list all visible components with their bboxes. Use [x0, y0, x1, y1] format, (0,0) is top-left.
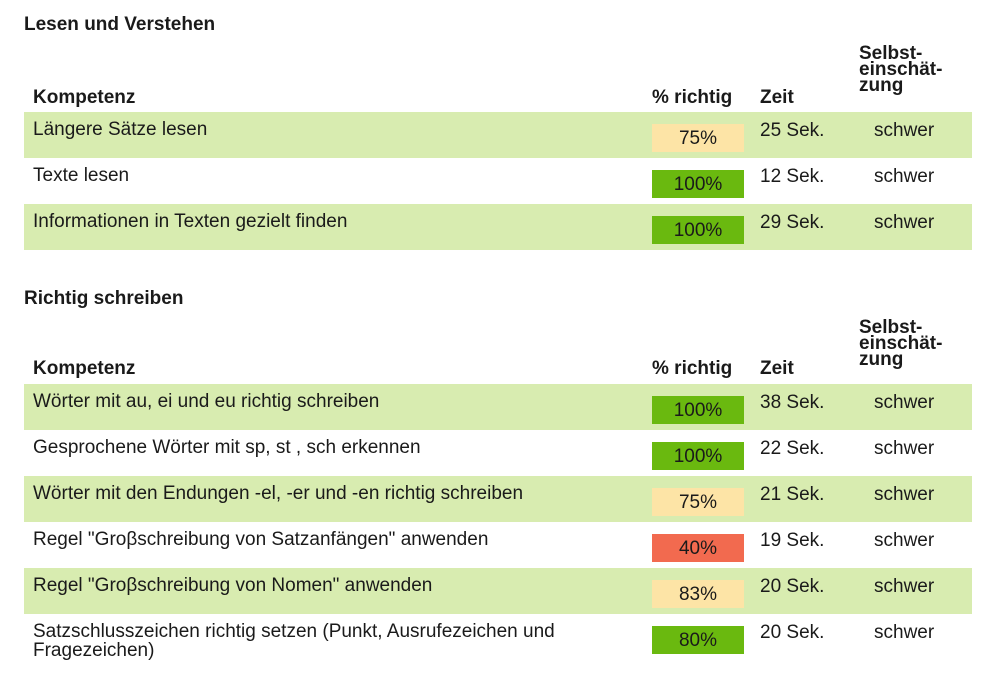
header-self-line-2: einschät- — [859, 333, 943, 354]
time-value: 29 Sek. — [760, 212, 825, 233]
competency-label: Längere Sätze lesen — [33, 119, 208, 140]
header-time: Zeit — [760, 358, 794, 379]
self-assessment-value: schwer — [874, 530, 935, 551]
percent-badge: 83% — [652, 580, 744, 608]
time-value: 21 Sek. — [760, 484, 825, 505]
self-assessment-value: schwer — [874, 166, 935, 187]
header-kompetenz: Kompetenz — [33, 358, 136, 379]
table-row: Texte lesen 100% 12 Sek. schwer — [24, 158, 972, 204]
section-title: Lesen und Verstehen — [24, 14, 216, 35]
table-header: Kompetenz % richtig Zeit Selbst- einschä… — [24, 317, 972, 382]
time-value: 20 Sek. — [760, 622, 825, 643]
header-self-line-3: zung — [859, 75, 904, 96]
table-row: Gesprochene Wörter mit sp, st , sch erke… — [24, 430, 972, 476]
percent-badge: 80% — [652, 626, 744, 654]
percent-badge: 100% — [652, 442, 744, 470]
percent-badge: 75% — [652, 488, 744, 516]
header-self-line-1: Selbst- — [859, 317, 923, 338]
header-self-line-2: einschät- — [859, 59, 943, 80]
table-header: Kompetenz % richtig Zeit Selbst- einschä… — [24, 43, 972, 108]
table-row: Wörter mit den Endungen -el, -er und -en… — [24, 476, 972, 522]
table-row: Satzschlusszeichen richtig setzen (Punkt… — [24, 614, 972, 666]
time-value: 20 Sek. — [760, 576, 825, 597]
competency-label: Informationen in Texten gezielt finden — [33, 211, 348, 232]
time-value: 25 Sek. — [760, 120, 825, 141]
self-assessment-value: schwer — [874, 622, 935, 643]
time-value: 38 Sek. — [760, 392, 825, 413]
table-row: Regel "Groβschreibung von Satzanfängen" … — [24, 522, 972, 568]
time-value: 12 Sek. — [760, 166, 825, 187]
percent-badge: 40% — [652, 534, 744, 562]
header-self-assessment: Selbst- einschät- zung — [859, 317, 943, 370]
competency-label: Regel "Groβschreibung von Satzanfängen" … — [33, 529, 489, 550]
table-row: Regel "Groβschreibung von Nomen" anwende… — [24, 568, 972, 614]
competency-label: Regel "Groβschreibung von Nomen" anwende… — [33, 575, 433, 596]
percent-badge: 100% — [652, 216, 744, 244]
percent-badge: 100% — [652, 170, 744, 198]
header-kompetenz: Kompetenz — [33, 87, 136, 108]
percent-badge: 75% — [652, 124, 744, 152]
header-percent-correct: % richtig — [652, 358, 733, 379]
competency-label: Satzschlusszeichen richtig setzen (Punkt… — [33, 621, 555, 661]
percent-badge: 100% — [652, 396, 744, 424]
competency-label: Wörter mit den Endungen -el, -er und -en… — [33, 483, 524, 504]
competency-label: Gesprochene Wörter mit sp, st , sch erke… — [33, 437, 421, 458]
section-title: Richtig schreiben — [24, 288, 184, 309]
header-self-line-3: zung — [859, 349, 904, 370]
time-value: 22 Sek. — [760, 438, 825, 459]
self-assessment-value: schwer — [874, 438, 935, 459]
competency-label: Texte lesen — [33, 165, 130, 186]
header-percent-correct: % richtig — [652, 87, 733, 108]
table-row: Längere Sätze lesen 75% 25 Sek. schwer — [24, 112, 972, 158]
time-value: 19 Sek. — [760, 530, 825, 551]
self-assessment-value: schwer — [874, 576, 935, 597]
self-assessment-value: schwer — [874, 120, 935, 141]
self-assessment-value: schwer — [874, 212, 935, 233]
header-self-assessment: Selbst- einschät- zung — [859, 43, 943, 96]
self-assessment-value: schwer — [874, 392, 935, 413]
table-row: Informationen in Texten gezielt finden 1… — [24, 204, 972, 250]
competency-label: Wörter mit au, ei und eu richtig schreib… — [33, 391, 380, 412]
header-time: Zeit — [760, 87, 794, 108]
table-row: Wörter mit au, ei und eu richtig schreib… — [24, 384, 972, 430]
self-assessment-value: schwer — [874, 484, 935, 505]
header-self-line-1: Selbst- — [859, 43, 923, 64]
